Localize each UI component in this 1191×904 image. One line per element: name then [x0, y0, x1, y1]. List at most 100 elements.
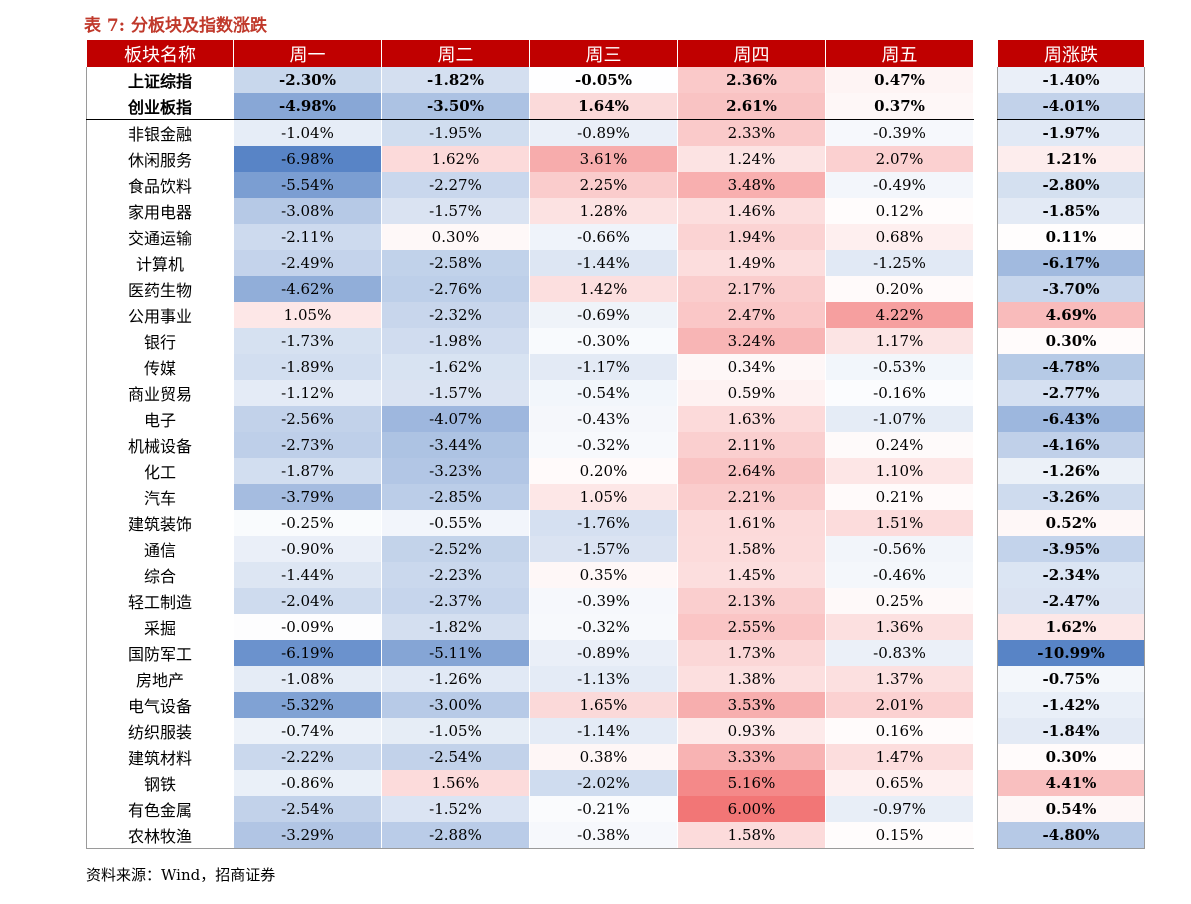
table-row: 钢铁 -0.86% 1.56% -2.02% 5.16% 0.65% [86, 770, 974, 796]
daily-change-cell: 1.10% [825, 458, 974, 484]
table-row: 商业贸易 -1.12% -1.57% -0.54% 0.59% -0.16% [86, 380, 974, 406]
daily-change-cell: 0.93% [677, 718, 826, 744]
weekly-change-cell: -2.47% [997, 588, 1145, 614]
daily-change-cell: -0.83% [825, 640, 974, 666]
daily-change-cell: -1.44% [529, 250, 678, 276]
daily-change-cell: 0.21% [825, 484, 974, 510]
daily-change-cell: 0.65% [825, 770, 974, 796]
weekly-row: 4.69% [997, 302, 1145, 328]
daily-change-cell: 1.73% [677, 640, 826, 666]
sector-name: 综合 [86, 562, 234, 588]
daily-change-cell: 3.24% [677, 328, 826, 354]
daily-change-cell: 0.12% [825, 198, 974, 224]
weekly-change-cell: -10.99% [997, 640, 1145, 666]
daily-change-cell: -1.73% [233, 328, 382, 354]
table-title: 表 7: 分板块及指数涨跌 [84, 16, 267, 36]
daily-change-cell: 0.35% [529, 562, 678, 588]
daily-change-cell: 5.16% [677, 770, 826, 796]
weekly-row: 0.54% [997, 796, 1145, 822]
sector-name: 计算机 [86, 250, 234, 276]
daily-change-cell: -1.87% [233, 458, 382, 484]
daily-change-cell: -2.54% [381, 744, 530, 770]
daily-change-cell: -3.50% [381, 93, 530, 120]
sector-name: 商业贸易 [86, 380, 234, 406]
weekly-row: -1.97% [997, 119, 1145, 146]
daily-change-cell: -1.25% [825, 250, 974, 276]
daily-change-cell: 0.37% [825, 93, 974, 120]
daily-change-cell: -1.82% [381, 67, 530, 93]
weekly-row: -1.42% [997, 692, 1145, 718]
sector-name: 机械设备 [86, 432, 234, 458]
daily-change-cell: 1.58% [677, 536, 826, 562]
weekly-change-cell: 1.62% [997, 614, 1145, 640]
col-header-tue: 周二 [381, 40, 530, 67]
daily-change-cell: 2.61% [677, 93, 826, 120]
weekly-row: -1.84% [997, 718, 1145, 744]
weekly-row: 0.52% [997, 510, 1145, 536]
table-row: 电子 -2.56% -4.07% -0.43% 1.63% -1.07% [86, 406, 974, 432]
table-row: 纺织服装 -0.74% -1.05% -1.14% 0.93% 0.16% [86, 718, 974, 744]
daily-change-cell: 1.51% [825, 510, 974, 536]
weekly-change-cell: -4.01% [997, 93, 1145, 120]
index-row: 上证综指 -2.30% -1.82% -0.05% 2.36% 0.47% [86, 67, 974, 93]
weekly-change-cell: -1.97% [997, 119, 1145, 146]
daily-change-cell: 1.62% [381, 146, 530, 172]
daily-change-cell: -2.22% [233, 744, 382, 770]
weekly-row: -4.78% [997, 354, 1145, 380]
daily-change-cell: -0.39% [825, 119, 974, 146]
weekly-change-cell: -2.80% [997, 172, 1145, 198]
daily-change-cell: 2.55% [677, 614, 826, 640]
daily-change-cell: -2.54% [233, 796, 382, 822]
weekly-row: -2.80% [997, 172, 1145, 198]
daily-change-cell: -0.56% [825, 536, 974, 562]
sector-name: 房地产 [86, 666, 234, 692]
daily-change-cell: -0.46% [825, 562, 974, 588]
weekly-change-cell: -1.85% [997, 198, 1145, 224]
sector-name: 食品饮料 [86, 172, 234, 198]
weekly-row: -6.17% [997, 250, 1145, 276]
sector-name: 国防军工 [86, 640, 234, 666]
weekly-change-cell: -4.16% [997, 432, 1145, 458]
daily-change-cell: 4.22% [825, 302, 974, 328]
weekly-row: -3.70% [997, 276, 1145, 302]
daily-change-cell: 1.58% [677, 822, 826, 849]
daily-change-cell: 1.37% [825, 666, 974, 692]
daily-change-cell: -4.62% [233, 276, 382, 302]
daily-change-cell: 2.64% [677, 458, 826, 484]
sector-name: 电气设备 [86, 692, 234, 718]
daily-change-cell: 0.47% [825, 67, 974, 93]
daily-change-cell: -1.12% [233, 380, 382, 406]
weekly-change-cell: -2.77% [997, 380, 1145, 406]
weekly-row: -0.75% [997, 666, 1145, 692]
daily-change-cell: -4.07% [381, 406, 530, 432]
daily-change-cell: 1.05% [233, 302, 382, 328]
sector-name: 农林牧渔 [86, 822, 234, 849]
weekly-change-cell: 0.54% [997, 796, 1145, 822]
sector-name: 建筑材料 [86, 744, 234, 770]
weekly-change-cell: -4.78% [997, 354, 1145, 380]
daily-change-cell: -0.54% [529, 380, 678, 406]
weekly-row: -6.43% [997, 406, 1145, 432]
weekly-row: -2.77% [997, 380, 1145, 406]
weekly-change-cell: 0.30% [997, 328, 1145, 354]
col-header-mon: 周一 [233, 40, 382, 67]
weekly-change-cell: 4.69% [997, 302, 1145, 328]
daily-change-cell: 1.56% [381, 770, 530, 796]
daily-change-cell: -2.27% [381, 172, 530, 198]
daily-change-cell: -1.57% [381, 198, 530, 224]
sector-name: 化工 [86, 458, 234, 484]
table-row: 公用事业 1.05% -2.32% -0.69% 2.47% 4.22% [86, 302, 974, 328]
daily-change-cell: 3.61% [529, 146, 678, 172]
sector-name: 纺织服装 [86, 718, 234, 744]
sector-name: 采掘 [86, 614, 234, 640]
weekly-row: 0.30% [997, 744, 1145, 770]
daily-change-cell: 0.59% [677, 380, 826, 406]
sector-name: 有色金属 [86, 796, 234, 822]
table-row: 通信 -0.90% -2.52% -1.57% 1.58% -0.56% [86, 536, 974, 562]
weekly-row: -1.40% [997, 67, 1145, 93]
weekly-change-cell: 0.30% [997, 744, 1145, 770]
weekly-row: 1.62% [997, 614, 1145, 640]
weekly-row: -1.85% [997, 198, 1145, 224]
daily-change-cell: -1.17% [529, 354, 678, 380]
daily-change-cell: -4.98% [233, 93, 382, 120]
